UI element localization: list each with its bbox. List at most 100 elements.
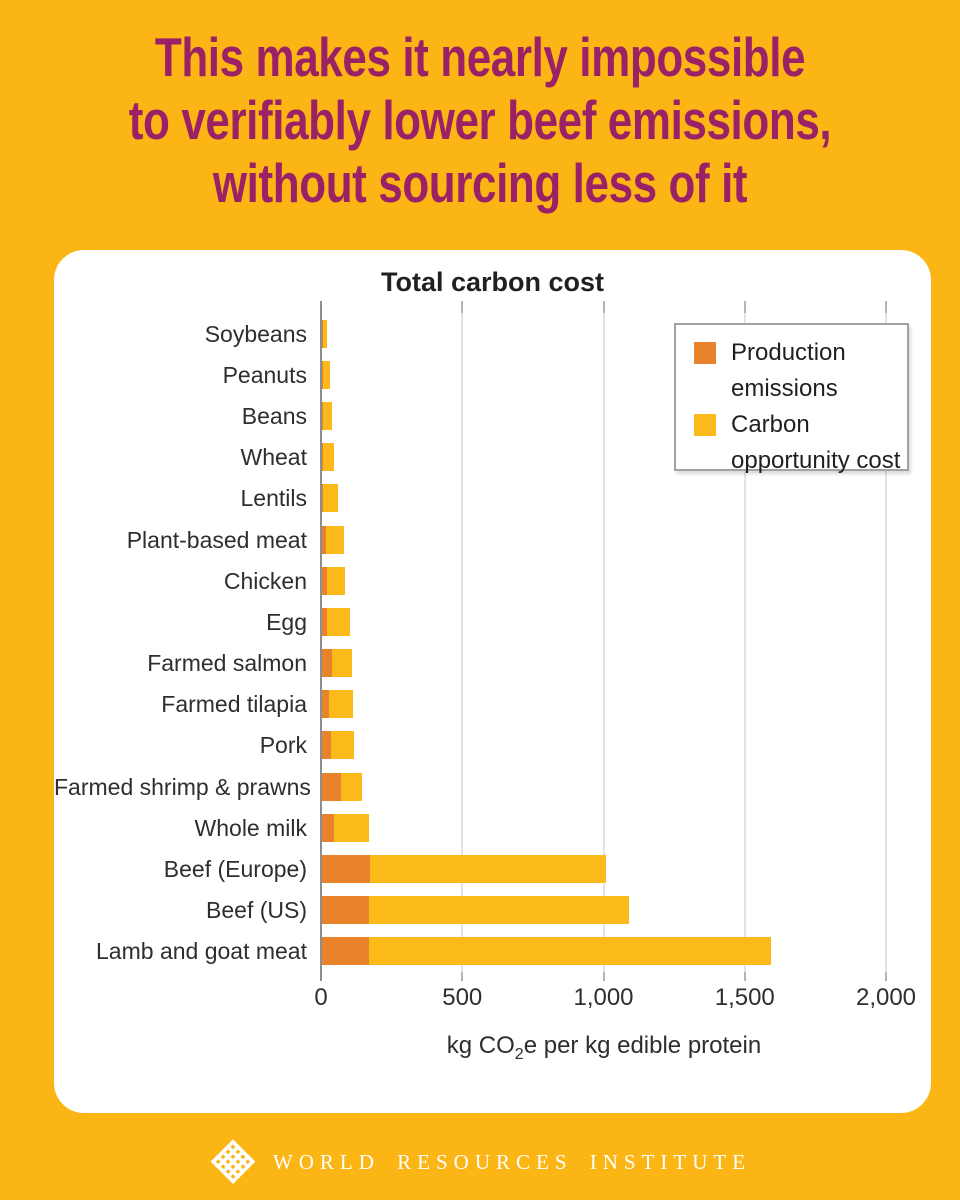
bar-segment-production — [322, 607, 328, 636]
x-tick-label: 1,500 — [714, 984, 775, 1011]
bar-segment-opportunity — [325, 525, 345, 554]
bar-segment-production — [322, 525, 326, 554]
legend-item-production: Production emissions — [694, 335, 907, 407]
chart-card: Total carbon cost 0 500 1,000 1,500 2,000 Soy… — [54, 250, 931, 1113]
category-label: Farmed tilapia — [161, 691, 307, 718]
bar-row — [322, 731, 354, 760]
bar-segment-production — [322, 731, 332, 760]
bar-segment-production — [322, 772, 342, 801]
bar-segment-production — [322, 484, 324, 513]
bar-row — [322, 319, 327, 348]
bar-segment-production — [322, 360, 324, 389]
x-axis-label: kg CO2e per kg edible protein — [321, 1032, 887, 1064]
bar-segment-opportunity — [331, 731, 354, 760]
bar-row — [322, 855, 606, 884]
axis-tick-top — [885, 301, 887, 313]
bar-segment-opportunity — [323, 319, 327, 348]
x-axis-label-post: e per kg edible protein — [523, 1032, 762, 1059]
bar-segment-production — [322, 937, 370, 966]
title-line-2: to verifiably lower beef emissions, — [128, 89, 832, 151]
bar-segment-opportunity — [329, 690, 353, 719]
bar-segment-opportunity — [326, 566, 346, 595]
bar-segment-opportunity — [341, 772, 363, 801]
category-label: Beef (Europe) — [163, 856, 307, 883]
legend-label-production: Production emissions — [731, 339, 846, 402]
bar-segment-opportunity — [323, 484, 338, 513]
x-tick-label: 2,000 — [855, 984, 917, 1011]
title-line-1: This makes it nearly impossible — [154, 26, 806, 88]
bar-segment-opportunity — [369, 855, 606, 884]
x-tick-label: 0 — [314, 984, 328, 1011]
gridline — [602, 313, 605, 972]
bar-row — [322, 937, 772, 966]
bar-segment-opportunity — [334, 813, 369, 842]
axis-tick-top — [461, 301, 464, 313]
x-axis-label-sub: 2 — [514, 1045, 524, 1063]
bar-segment-production — [322, 896, 370, 925]
bar-row — [322, 443, 334, 472]
bar-row — [322, 484, 338, 513]
axis-tick-top — [602, 301, 605, 313]
bar-row — [322, 607, 350, 636]
bar-segment-opportunity — [369, 937, 772, 966]
x-tick-label: 1,000 — [573, 984, 634, 1011]
bar-row — [322, 772, 363, 801]
legend-item-opportunity: Carbon opportunity cost — [694, 407, 907, 479]
opportunity-swatch-icon — [694, 414, 716, 436]
chart-title: Total carbon cost — [380, 267, 605, 297]
bar-row — [322, 649, 353, 678]
category-label: Pork — [259, 732, 307, 759]
gridline — [885, 313, 887, 972]
footer: WORLD RESOURCES INSTITUTE — [0, 1134, 960, 1190]
bar-segment-opportunity — [323, 401, 332, 430]
bar-row — [322, 401, 332, 430]
category-label: Beef (US) — [206, 897, 307, 924]
bar-segment-opportunity — [323, 360, 331, 389]
bar-segment-opportunity — [331, 649, 353, 678]
bar-row — [322, 690, 353, 719]
category-label: Whole milk — [194, 814, 307, 841]
y-axis-line — [320, 301, 322, 981]
bar-row — [322, 896, 629, 925]
bar-segment-production — [322, 813, 335, 842]
axis-tick-bottom — [461, 972, 464, 981]
axis-tick-bottom — [885, 972, 887, 981]
category-label: Plant-based meat — [126, 526, 307, 553]
legend-label-opportunity: Carbon opportunity cost — [731, 411, 901, 474]
bar-row — [322, 360, 331, 389]
axis-tick-top — [743, 301, 746, 313]
poster-title: This makes it nearly impossible to verif… — [96, 26, 864, 215]
category-label: Farmed salmon — [147, 650, 307, 677]
gridline — [743, 313, 746, 972]
brand-name: WORLD RESOURCES INSTITUTE — [272, 1149, 752, 1174]
bar-segment-production — [322, 401, 324, 430]
axis-tick-bottom — [602, 972, 605, 981]
bar-segment-production — [322, 649, 332, 678]
bar-row — [322, 525, 345, 554]
bar-row — [322, 566, 346, 595]
category-label: Lamb and goat meat — [96, 938, 307, 965]
bar-segment-production — [322, 443, 324, 472]
bar-segment-opportunity — [327, 607, 350, 636]
category-label: Beans — [241, 402, 307, 429]
x-tick-label: 500 — [442, 984, 483, 1011]
category-label: Wheat — [240, 444, 307, 471]
production-swatch-icon — [694, 342, 716, 364]
axis-tick-bottom — [743, 972, 746, 981]
bar-segment-production — [322, 319, 324, 348]
bar-segment-production — [322, 855, 370, 884]
bar-segment-production — [322, 690, 330, 719]
category-label: Lentils — [240, 485, 307, 512]
title-line-3: without sourcing less of it — [212, 152, 748, 214]
category-label: Peanuts — [222, 361, 307, 388]
legend: Production emissions Carbon opportunity … — [674, 323, 909, 474]
bar-segment-opportunity — [323, 443, 334, 472]
x-axis-label-pre: kg CO — [446, 1032, 515, 1059]
plot-area: 0 500 1,000 1,500 2,000 Soybeans Peanuts Beans W… — [54, 250, 931, 1113]
category-label: Farmed shrimp & prawns — [54, 773, 311, 800]
category-label: Egg — [266, 608, 307, 635]
bar-row — [322, 813, 369, 842]
bar-segment-production — [322, 566, 327, 595]
category-label: Soybeans — [204, 320, 307, 347]
category-label: Chicken — [223, 567, 307, 594]
